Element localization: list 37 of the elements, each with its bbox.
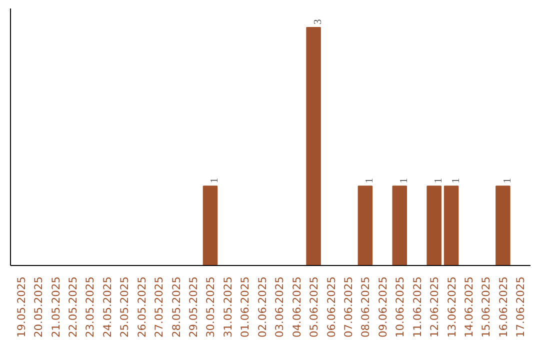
x-tick-label: 26.05.2025 [135,276,148,338]
x-tick-label: 09.06.2025 [376,276,390,338]
x-tick-label: 12.06.2025 [428,276,442,338]
x-tick-label: 16.06.2025 [496,276,510,338]
x-tick-label: 31.05.2025 [221,276,234,338]
data-label: 1 [450,178,462,184]
x-tick-label: 11.06.2025 [410,276,424,338]
x-tick-label: 07.06.2025 [342,276,355,338]
x-tick-label: 27.05.2025 [152,276,166,338]
data-label: 1 [502,178,514,184]
x-tick-label: 21.05.2025 [49,276,62,338]
data-label: 1 [210,178,221,184]
x-tick-label: 02.06.2025 [256,276,269,338]
x-tick-label: 06.06.2025 [324,276,338,338]
x-tick-label: 08.06.2025 [359,276,372,338]
x-tick-label: 03.06.2025 [273,276,286,338]
x-tick-label: 24.05.2025 [100,276,114,338]
x-tick-label: 14.06.2025 [462,276,476,338]
x-tick-label: 01.06.2025 [238,276,252,338]
x-tick-label: 04.06.2025 [290,276,304,338]
data-label: 3 [313,19,324,25]
x-tick-label: 22.05.2025 [66,276,80,338]
x-tick-label: 23.05.2025 [84,276,97,338]
x-tick-label: 15.06.2025 [480,276,493,338]
data-label: 1 [364,178,376,184]
x-tick-label: 20.05.2025 [32,276,46,338]
data-label: 1 [434,178,445,184]
x-tick-label: 17.06.2025 [514,276,528,338]
x-tick-label: 19.05.2025 [14,276,28,338]
x-tick-label: 25.05.2025 [118,276,132,338]
data-label: 1 [399,178,410,184]
x-tick-label: 28.05.2025 [170,276,183,338]
x-tick-label: 13.06.2025 [445,276,458,338]
x-tick-label: 30.05.2025 [204,276,218,338]
x-tick-label: 10.06.2025 [394,276,407,338]
x-tick-label: 05.06.2025 [308,276,321,338]
x-tick-label: 29.05.2025 [187,276,200,338]
